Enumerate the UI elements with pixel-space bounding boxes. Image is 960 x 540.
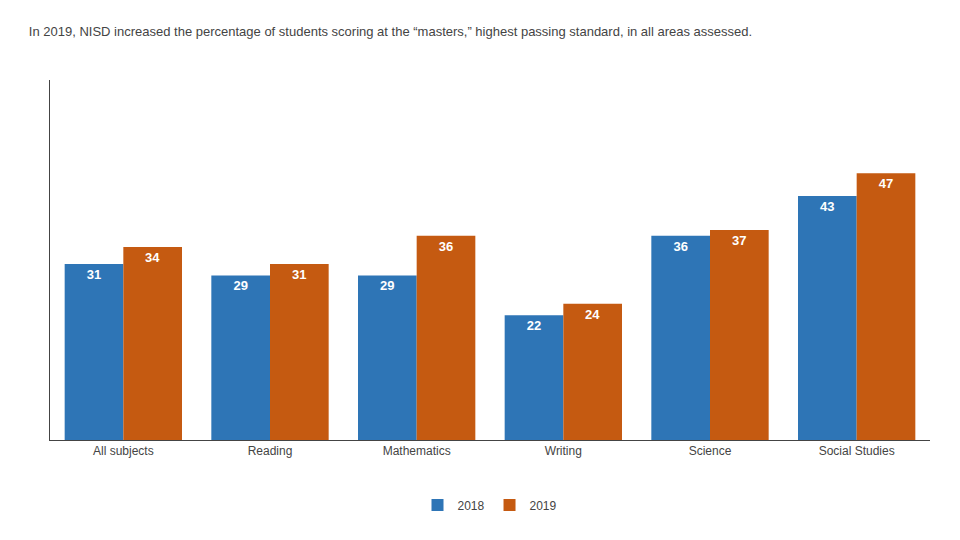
svg-text:22: 22 (527, 318, 541, 333)
svg-text:In 2019, NISD increased the pe: In 2019, NISD increased the percentage o… (29, 24, 752, 39)
svg-text:37: 37 (732, 233, 746, 248)
svg-text:Social Studies: Social Studies (819, 444, 895, 458)
svg-text:31: 31 (87, 267, 101, 282)
svg-text:Reading: Reading (248, 444, 293, 458)
svg-text:2019: 2019 (530, 499, 557, 513)
svg-text:36: 36 (439, 239, 453, 254)
svg-text:29: 29 (233, 278, 247, 293)
svg-text:Science: Science (689, 444, 732, 458)
svg-text:All subjects: All subjects (93, 444, 154, 458)
svg-text:47: 47 (879, 176, 893, 191)
svg-text:29: 29 (380, 278, 394, 293)
svg-text:34: 34 (145, 250, 160, 265)
svg-text:Writing: Writing (545, 444, 582, 458)
svg-text:31: 31 (292, 267, 306, 282)
svg-text:36: 36 (673, 239, 687, 254)
svg-text:43: 43 (820, 199, 834, 214)
svg-text:2018: 2018 (458, 499, 485, 513)
svg-text:Mathematics: Mathematics (383, 444, 451, 458)
svg-text:24: 24 (585, 307, 600, 322)
